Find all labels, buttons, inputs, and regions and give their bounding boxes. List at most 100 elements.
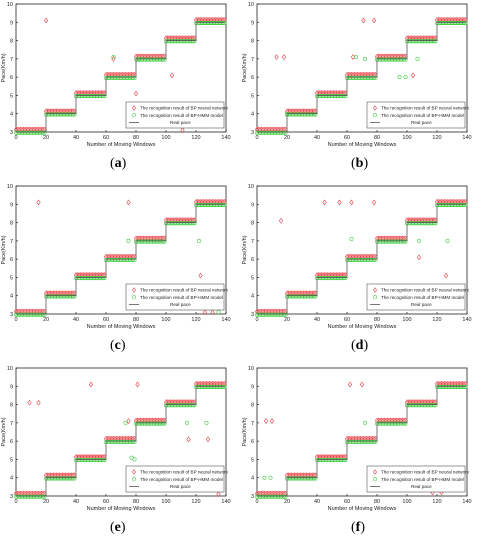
hmm-point: [283, 494, 288, 499]
bp-point: [371, 199, 377, 206]
hmm-point: [68, 112, 73, 117]
hmm-point: [403, 421, 408, 426]
hmm-point: [176, 221, 181, 226]
y-tick-label: 4: [10, 476, 13, 482]
hmm-point: [370, 439, 375, 444]
hmm-point: [114, 75, 119, 80]
hmm-point: [399, 239, 404, 244]
hmm-point: [81, 94, 86, 99]
hmm-point: [441, 203, 446, 208]
y-tick-label: 3: [251, 494, 254, 500]
hmm-point: [176, 39, 181, 44]
hmm-point: [318, 458, 323, 463]
hmm-point: [454, 203, 459, 208]
hmm-point: [129, 439, 134, 444]
hmm-point: [65, 476, 70, 481]
hmm-point: [423, 39, 428, 44]
x-tick-label: 140: [221, 499, 230, 505]
hmm-point: [408, 221, 413, 226]
hmm-point: [281, 312, 286, 317]
hmm-point: [111, 55, 116, 60]
hmm-point: [287, 476, 292, 481]
hmm-point: [182, 221, 187, 226]
hmm-point: [72, 476, 77, 481]
hmm-point: [30, 312, 35, 317]
real-pace-line: [16, 203, 225, 315]
legend: The recognition result of BP neural netw…: [366, 101, 470, 129]
hmm-point: [397, 57, 402, 62]
y-tick-label: 4: [10, 294, 13, 300]
hmm-point: [60, 294, 65, 299]
hmm-point: [18, 130, 23, 135]
hmm-point: [55, 476, 60, 481]
hmm-point: [147, 239, 152, 244]
hmm-point: [268, 130, 273, 135]
hmm-point: [433, 39, 438, 44]
legend-real-label: Real pace: [411, 120, 432, 125]
x-tick-label: 40: [314, 317, 320, 323]
legend-hmm-label: The recognition result of BP-HMM model: [381, 295, 464, 300]
hmm-point: [361, 439, 366, 444]
y-tick-label: 3: [251, 130, 254, 136]
hmm-point: [87, 276, 92, 281]
plot-frame: [15, 367, 227, 497]
y-tick-label: 4: [10, 112, 13, 118]
hmm-point: [186, 39, 191, 44]
y-tick-label: 10: [7, 184, 13, 190]
hmm-point: [15, 494, 20, 499]
x-axis-label: Number of Moving Windows: [328, 324, 397, 330]
hmm-point: [295, 112, 300, 117]
hmm-point: [301, 476, 306, 481]
x-tick-label: 0: [14, 499, 17, 505]
legend-box: [366, 101, 466, 129]
hmm-point: [40, 312, 45, 317]
hmm-point: [399, 57, 404, 62]
hmm-point: [58, 476, 63, 481]
hmm-point: [37, 130, 42, 135]
hmm-point: [265, 312, 270, 317]
hmm-point: [418, 221, 423, 226]
hmm-point: [292, 294, 297, 299]
hmm-point: [366, 439, 371, 444]
hmm-point: [348, 257, 353, 262]
hmm-point: [430, 39, 435, 44]
hmm-point: [146, 239, 151, 244]
y-axis-label: Pace(Km/h): [242, 417, 248, 446]
hmm-point: [462, 203, 467, 208]
hmm-point: [268, 475, 273, 480]
hmm-point: [174, 403, 179, 408]
hmm-point: [349, 75, 354, 80]
hmm-point: [119, 439, 124, 444]
hmm-point: [262, 312, 267, 317]
hmm-point: [429, 403, 434, 408]
hmm-point: [328, 94, 333, 99]
hmm-point: [177, 403, 182, 408]
hmm-point: [125, 75, 130, 80]
hmm-point: [209, 385, 214, 390]
hmm-point: [126, 238, 131, 243]
hmm-point: [95, 276, 100, 281]
hmm-point: [460, 385, 465, 390]
hmm-point: [14, 130, 19, 135]
chart-svg: 0 20 40 60 80 100 120 140 3 4 5 6 7 8 9 10 Number of Mov…: [1, 2, 231, 148]
hmm-point: [293, 112, 298, 117]
hmm-point: [215, 203, 220, 208]
x-tick-label: 100: [161, 317, 170, 323]
hmm-point: [51, 294, 56, 299]
hmm-point: [447, 21, 452, 26]
hmm-point: [342, 276, 347, 281]
hmm-point: [447, 203, 452, 208]
caption-close: ): [360, 520, 366, 535]
bp-point: [350, 54, 356, 60]
hmm-point: [394, 57, 399, 62]
hmm-point: [16, 494, 21, 499]
hmm-point: [433, 221, 438, 226]
hmm-point: [149, 57, 154, 62]
hmm-point: [324, 458, 329, 463]
hmm-point: [438, 385, 443, 390]
hmm-point: [420, 403, 425, 408]
hmm-point: [420, 221, 425, 226]
hmm-point: [39, 130, 44, 135]
hmm-point: [89, 94, 94, 99]
hmm-point: [197, 238, 202, 243]
